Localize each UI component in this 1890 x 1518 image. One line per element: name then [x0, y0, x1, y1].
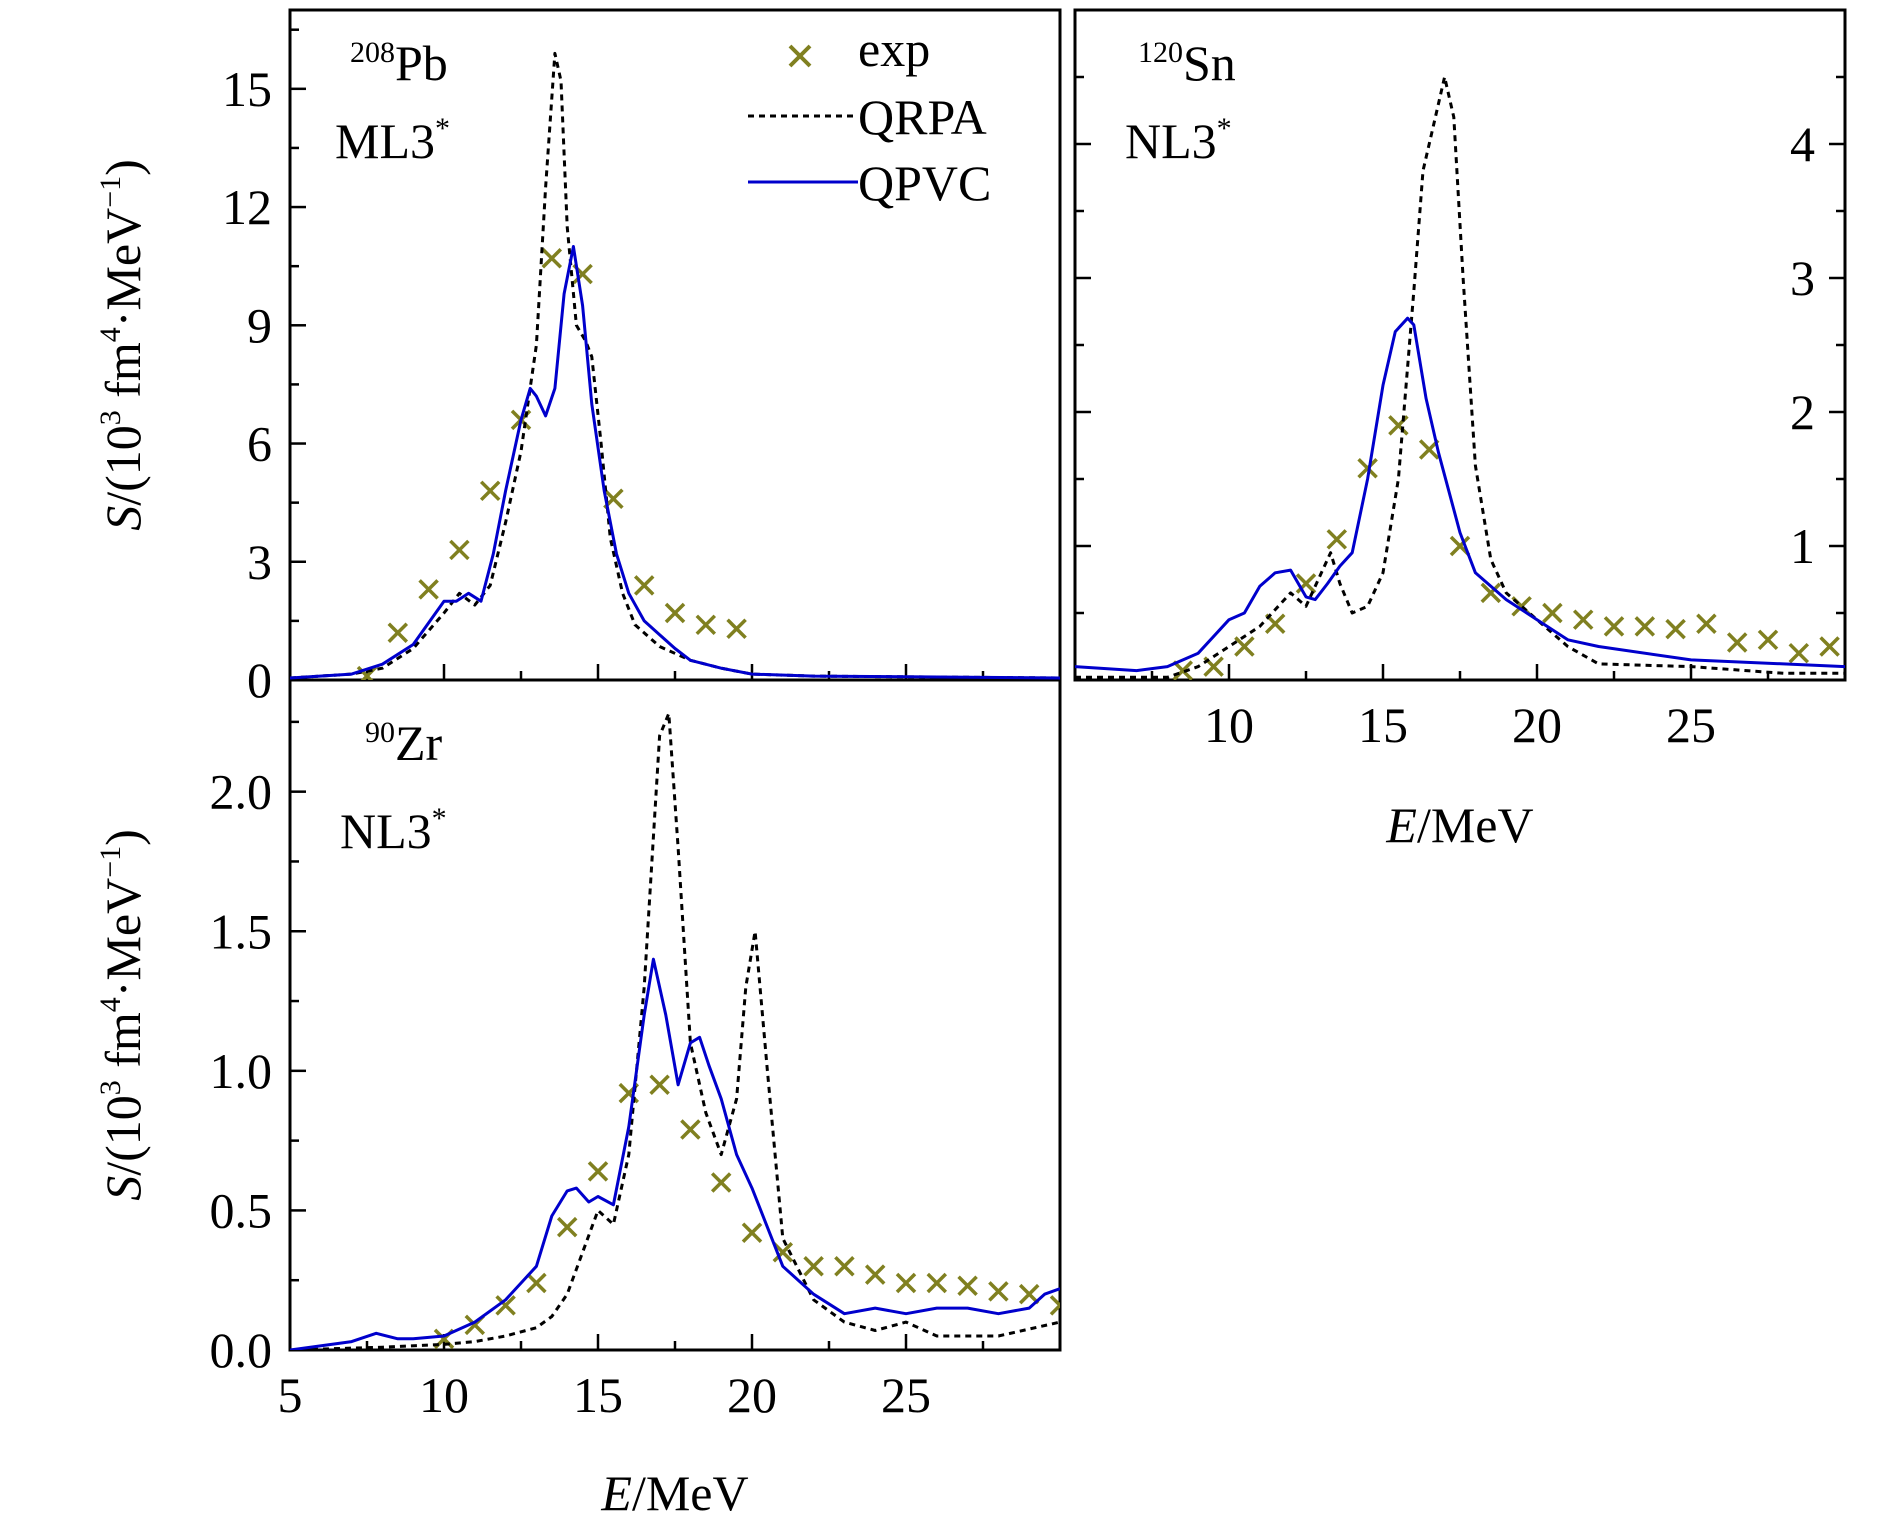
qrpa-line — [290, 712, 1060, 1350]
exp-point — [803, 1256, 824, 1277]
y-tick-label-zr: 0.5 — [210, 1182, 273, 1238]
exp-point — [1542, 602, 1563, 624]
exp-point — [1326, 529, 1348, 550]
exp-point — [834, 1256, 855, 1277]
exp-point — [926, 1272, 948, 1294]
exp-point — [1480, 582, 1502, 604]
panel-zr-interaction: NL3* — [340, 802, 447, 859]
y-tick-label-pb: 0 — [247, 652, 272, 708]
legend-exp-label: exp — [858, 21, 930, 77]
legend-qpvc-label: QPVC — [858, 155, 991, 211]
exp-point — [680, 1119, 701, 1140]
x-tick-label-zr: 15 — [573, 1367, 623, 1423]
panel-sn-plot: 10 15 20 25 1 2 3 4 — [1075, 75, 1845, 753]
exp-point — [649, 1074, 670, 1096]
exp-point — [1788, 642, 1810, 664]
exp-point — [988, 1281, 1009, 1302]
y-tick-label-pb: 12 — [222, 179, 272, 235]
exp-point — [1665, 618, 1686, 640]
exp-point — [449, 539, 470, 561]
x-tick-label-sn: 15 — [1358, 697, 1408, 753]
qpvc-line — [1075, 316, 1845, 673]
exp-point — [387, 622, 409, 643]
exp-point — [1819, 636, 1840, 657]
y-tick-label-zr: 1.0 — [210, 1043, 273, 1099]
exp-point — [1172, 660, 1194, 680]
y-tick-label-sn: 2 — [1790, 384, 1815, 440]
y-tick-label-pb: 6 — [247, 416, 272, 472]
panel-sn-interaction: NL3* — [1125, 112, 1232, 169]
exp-point — [1234, 636, 1255, 657]
panel-pb-nucleus: 208Pb — [350, 35, 448, 91]
exp-point — [1696, 613, 1717, 634]
x-tick-label-zr: 25 — [881, 1367, 931, 1423]
exp-point — [526, 1272, 547, 1294]
panel-sn-frame — [1073, 8, 1847, 682]
exp-point — [1726, 632, 1748, 653]
exp-point — [1049, 1295, 1060, 1316]
y-tick-label-zr: 2.0 — [210, 764, 273, 820]
x-tick-label-sn: 10 — [1204, 697, 1254, 753]
exp-point — [1572, 609, 1594, 630]
panel-zr-frame — [288, 678, 1062, 1352]
y-tick-label-zr: 1.5 — [210, 903, 273, 959]
y-tick-label-sn: 4 — [1790, 116, 1815, 172]
exp-point — [587, 1161, 609, 1182]
qpvc-line — [290, 245, 1060, 680]
x-axis-title-sn: E/MeV — [1385, 797, 1533, 853]
y-axis-title-top: S/(103 fm4·MeV−1) — [94, 159, 151, 531]
legend-exp-marker — [788, 44, 812, 68]
exp-point — [1357, 458, 1378, 479]
x-tick-label-sn: 25 — [1666, 697, 1716, 753]
exp-point — [541, 248, 563, 269]
y-tick-label-sn: 3 — [1790, 250, 1815, 306]
exp-point — [726, 618, 747, 640]
panel-sn-nucleus: 120Sn — [1138, 35, 1236, 91]
panel-pb-plot: 0 3 6 9 12 15 — [222, 28, 1060, 708]
x-tick-label-zr: 20 — [727, 1367, 777, 1423]
x-axis-title-zr: E/MeV — [600, 1465, 748, 1518]
exp-point — [1634, 616, 1656, 637]
panel-zr-plot: 5 10 15 20 25 0.0 0.5 1.0 1.5 2.0 — [210, 712, 1060, 1423]
exp-point — [1757, 629, 1779, 651]
exp-point — [695, 614, 717, 636]
y-tick-label-pb: 15 — [222, 61, 272, 117]
y-tick-label-zr: 0.0 — [210, 1322, 273, 1378]
y-tick-label-pb: 9 — [247, 297, 272, 353]
exp-point — [495, 1295, 516, 1316]
y-axis-title-bottom: S/(103 fm4·MeV−1) — [94, 829, 151, 1201]
qrpa-line — [1075, 75, 1845, 679]
legend-qrpa-label: QRPA — [858, 89, 987, 145]
panel-sn-series — [1075, 75, 1845, 680]
panel-zr-series — [290, 712, 1060, 1350]
y-tick-label-sn: 1 — [1790, 518, 1815, 574]
exp-point — [633, 575, 655, 596]
exp-point — [741, 1222, 763, 1243]
legend: exp QRPA QPVC — [748, 21, 991, 211]
exp-point — [710, 1172, 732, 1193]
x-tick-label-zr: 5 — [278, 1367, 303, 1423]
exp-point — [1018, 1283, 1040, 1305]
qpvc-line — [290, 957, 1060, 1350]
x-tick-label-zr: 10 — [419, 1367, 469, 1423]
exp-point — [864, 1264, 886, 1285]
panel-zr-nucleus: 90Zr — [365, 715, 443, 771]
exp-point — [479, 480, 501, 502]
exp-point — [772, 1242, 794, 1263]
exp-point — [556, 1216, 578, 1238]
exp-point — [895, 1272, 917, 1294]
exp-point — [664, 602, 686, 624]
exp-point — [418, 579, 439, 600]
x-tick-label-sn: 20 — [1512, 697, 1562, 753]
panel-pb-series — [290, 51, 1060, 680]
exp-point — [1295, 573, 1317, 594]
y-tick-label-pb: 3 — [247, 534, 272, 590]
exp-point — [1603, 616, 1625, 637]
panel-pb-interaction: ML3* — [335, 112, 450, 169]
exp-point — [957, 1275, 978, 1297]
